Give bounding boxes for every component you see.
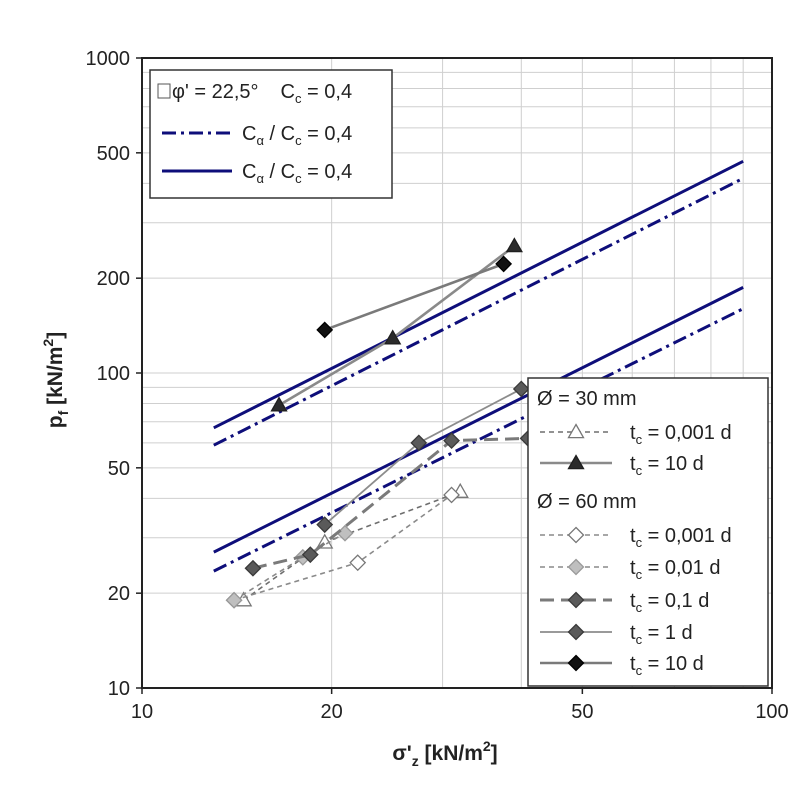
series-60mm-2 xyxy=(244,429,537,577)
data-point xyxy=(443,432,460,450)
legend-row-label: tc = 0,1 d xyxy=(630,590,709,615)
axis-ticks: 10 20 50 100 10 20 50 100 200 500 1000 xyxy=(86,48,789,723)
legend-row: tc = 0,1 d xyxy=(540,590,709,615)
y-tick-label: 20 xyxy=(108,583,130,605)
legend-row: tc = 0,001 d xyxy=(540,422,732,447)
data-point xyxy=(316,516,334,534)
reference-line-dashdot xyxy=(213,307,744,573)
series-line xyxy=(324,262,505,332)
legend-row: tc = 10 d xyxy=(540,453,704,478)
legend-row: tc = 0,01 d xyxy=(540,557,720,582)
legend-bottom-box xyxy=(527,377,769,687)
y-tick-label: 500 xyxy=(97,143,130,165)
legend-bottom-rows: tc = 0,001 d tc = 10 d tc = 0,001 d tc = 0,… xyxy=(540,422,732,678)
y-tick-label: 50 xyxy=(108,458,130,480)
reference-line-solid xyxy=(213,159,744,430)
legend-row: tc = 10 d xyxy=(540,653,704,678)
legend-top-item-dashdot: Cα / Cc = 0,4 xyxy=(242,123,352,148)
legend-swatch-marker xyxy=(567,423,585,439)
x-tick-label: 20 xyxy=(321,701,343,723)
x-tick-label: 100 xyxy=(755,701,788,723)
y-tick-label: 1000 xyxy=(86,48,131,70)
reference-line-solid xyxy=(213,286,744,554)
series-line xyxy=(252,436,529,570)
y-tick-label: 10 xyxy=(108,678,130,700)
data-point xyxy=(512,380,530,398)
legend-top-header: φ' = 22,5° Cc = 0,4 xyxy=(172,81,352,106)
x-tick-label: 10 xyxy=(131,701,153,723)
reference-line-dashdot xyxy=(213,176,744,447)
data-point xyxy=(443,486,460,504)
legend-row-label: tc = 10 d xyxy=(630,653,704,678)
series-60mm-3 xyxy=(316,380,530,534)
legend-row-label: tc = 1 d xyxy=(630,622,693,647)
legend-top-item-solid: Cα / Cc = 0,4 xyxy=(242,161,352,186)
data-point xyxy=(349,554,367,572)
x-tick-label: 50 xyxy=(571,701,593,723)
legend-row-label: tc = 0,01 d xyxy=(630,557,720,582)
data-series xyxy=(225,237,537,609)
legend-top-header-marker xyxy=(157,83,171,99)
data-point xyxy=(495,255,513,273)
y-tick-label: 100 xyxy=(97,363,130,385)
x-axis-title: σ'z [kN/m2] xyxy=(392,738,497,769)
data-point xyxy=(384,329,402,345)
legend-group-60mm: Ø = 60 mm xyxy=(537,491,636,513)
legend-swatch-marker xyxy=(567,591,585,609)
legend-swatch-marker xyxy=(567,526,585,544)
series-60mm-4 xyxy=(316,255,513,339)
legend-swatch-marker xyxy=(567,654,585,672)
data-point xyxy=(316,321,334,339)
data-point xyxy=(505,237,523,253)
data-point xyxy=(244,559,262,577)
legend-swatch-marker xyxy=(567,454,585,470)
legend-row-label: tc = 0,001 d xyxy=(630,422,732,447)
legend-row-label: tc = 0,001 d xyxy=(630,525,732,550)
legend-row: tc = 1 d xyxy=(540,622,693,647)
legend-group-30mm: Ø = 30 mm xyxy=(537,388,636,410)
legend-row: tc = 0,001 d xyxy=(540,525,732,550)
reference-lines xyxy=(213,159,744,573)
legend-bottom: Ø = 30 mm Ø = 60 mm tc = 0,001 d tc = 10 … xyxy=(527,377,769,687)
series-30mm-1 xyxy=(270,237,523,412)
data-point xyxy=(270,396,288,412)
legend-swatch-marker xyxy=(567,558,585,576)
legend-swatch-marker xyxy=(567,623,585,641)
y-axis-title: pf [kN/m2] xyxy=(40,332,71,428)
legend-top: φ' = 22,5° Cc = 0,4 Cα / Cc = 0,4 Cα / Cc… xyxy=(149,69,393,199)
data-point xyxy=(410,434,428,452)
data-point xyxy=(301,546,319,564)
data-point xyxy=(225,591,243,609)
legend-row-label: tc = 10 d xyxy=(630,453,704,478)
y-tick-label: 200 xyxy=(97,268,130,290)
